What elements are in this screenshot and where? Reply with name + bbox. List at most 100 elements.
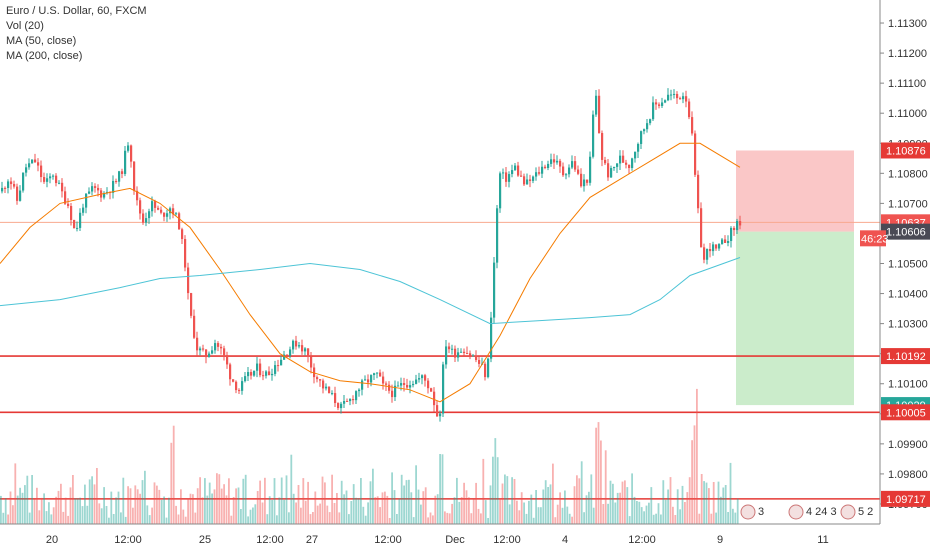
volume-bar: [160, 499, 163, 524]
candle-body: [733, 227, 736, 231]
candle-body: [670, 94, 673, 96]
volume-bar: [494, 438, 497, 524]
time-tick-label: 27: [306, 534, 318, 546]
volume-bar: [597, 422, 600, 524]
candle-body: [217, 343, 220, 347]
candle-body: [385, 383, 388, 385]
volume-bar: [465, 490, 468, 524]
candle-body: [190, 293, 193, 316]
candle-body: [289, 349, 292, 356]
candle-body: [307, 348, 310, 357]
candle-body: [640, 131, 643, 144]
volume-bar: [110, 491, 113, 524]
candle-body: [4, 187, 7, 189]
time-tick-label: Dec: [445, 534, 465, 546]
volume-bar: [463, 482, 465, 524]
candle-body: [121, 171, 124, 174]
candle-body: [583, 179, 586, 187]
volume-bar: [309, 514, 312, 524]
candle-body: [712, 244, 715, 252]
price-badge-bg: [881, 223, 930, 240]
candle-body: [406, 384, 409, 388]
candle-body: [1, 187, 4, 192]
volume-bar: [367, 502, 369, 524]
volume-bar: [84, 484, 86, 524]
volume-bar: [540, 507, 542, 524]
volume-bar: [141, 480, 144, 524]
volume-bar: [561, 507, 564, 524]
candle-body: [40, 165, 43, 178]
volume-bar: [132, 507, 134, 524]
candle-body: [16, 186, 19, 201]
candle-body: [568, 167, 571, 175]
candle-body: [514, 165, 517, 171]
price-tick-label: 1.10100: [888, 379, 928, 391]
volume-bar: [573, 486, 576, 524]
volume-bar: [220, 488, 223, 524]
candle-body: [661, 102, 664, 106]
volume-bar: [410, 492, 413, 524]
candle-body: [157, 207, 160, 210]
volume-bar: [717, 481, 720, 524]
volume-bar: [242, 478, 245, 524]
volume-bar: [144, 470, 146, 524]
volume-bar: [4, 498, 7, 524]
candle-body: [529, 179, 532, 181]
volume-bar: [276, 515, 278, 524]
volume-bar: [26, 475, 29, 524]
candle-body: [472, 355, 475, 357]
volume-bar: [28, 512, 31, 524]
volume-bar: [374, 497, 377, 524]
candle-body: [538, 172, 541, 174]
volume-bar: [52, 507, 55, 524]
volume-bar: [148, 515, 151, 524]
candle-body: [421, 375, 424, 379]
volume-bar: [64, 497, 67, 524]
candle-body: [571, 161, 574, 168]
volume-bar: [456, 477, 458, 524]
volume-bar: [170, 442, 173, 524]
candle-body: [151, 201, 154, 212]
volume-bar: [343, 494, 345, 524]
volume-bar: [477, 508, 480, 524]
candle-body: [127, 145, 130, 151]
candle-body: [346, 400, 349, 402]
volume-bar: [386, 495, 389, 524]
candle-body: [586, 179, 589, 183]
candle-body: [592, 114, 595, 157]
time-tick-label: 9: [717, 534, 723, 546]
candle-body: [643, 129, 646, 132]
candle-body: [553, 159, 556, 163]
volume-bar: [208, 482, 211, 524]
volume-bar: [518, 510, 521, 524]
time-tick-label: 12:00: [374, 534, 402, 546]
candle-body: [679, 98, 682, 100]
volume-bar: [158, 489, 161, 524]
volume-bar: [628, 516, 631, 524]
volume-bar: [403, 485, 405, 524]
candle-body: [502, 172, 505, 174]
volume-bar: [729, 462, 732, 524]
volume-bar: [532, 517, 535, 524]
event-count: 5 2: [858, 506, 873, 518]
volume-bar: [396, 514, 398, 524]
volume-bar: [268, 496, 271, 524]
candle-body: [202, 348, 205, 350]
volume-bar: [508, 504, 511, 524]
volume-bar: [439, 454, 441, 524]
price-badge-label: 1.10192: [886, 351, 926, 363]
candle-body: [424, 375, 427, 381]
candle-body: [358, 389, 361, 392]
candle-body: [145, 218, 148, 223]
candle-body: [349, 399, 352, 402]
time-tick-label: 12:00: [493, 534, 521, 546]
volume-bar: [352, 484, 355, 524]
volume-bar: [60, 483, 62, 524]
volume-bar: [408, 479, 410, 524]
volume-bar: [0, 495, 2, 524]
volume-bar: [453, 497, 456, 524]
candle-body: [178, 213, 181, 230]
volume-bar: [566, 506, 569, 524]
candle-body: [532, 176, 535, 181]
